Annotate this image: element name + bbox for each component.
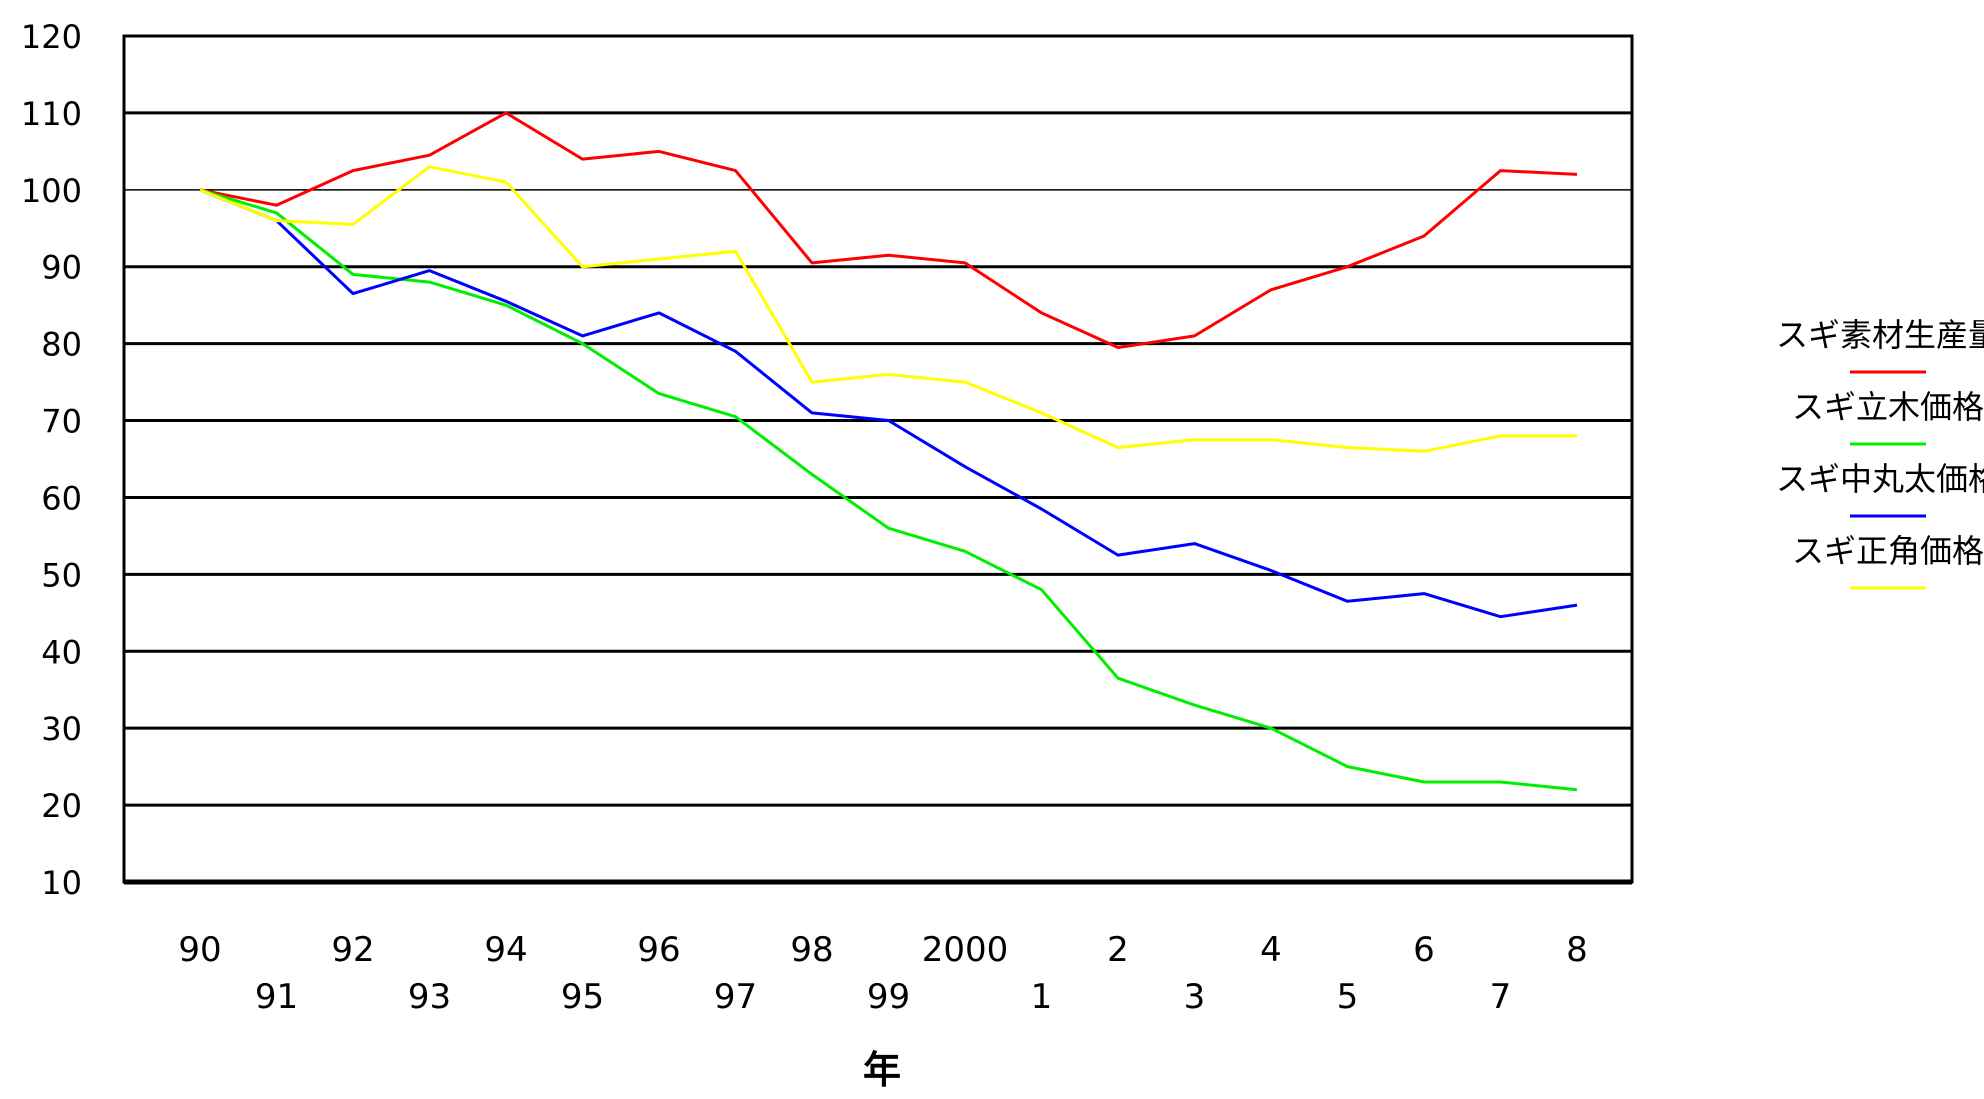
x-tick-label: 97 <box>714 977 757 1017</box>
y-tick-label: 10 <box>41 864 82 902</box>
x-tick-label: 8 <box>1566 930 1588 970</box>
x-tick-label: 95 <box>561 977 604 1017</box>
x-tick-label: 90 <box>178 930 221 970</box>
x-tick-label: 99 <box>867 977 910 1017</box>
x-axis-title: 年 <box>863 1048 901 1092</box>
x-tick-label: 91 <box>255 977 298 1017</box>
x-tick-label: 2000 <box>922 930 1009 970</box>
y-tick-label: 20 <box>41 787 82 825</box>
x-tick-label: 3 <box>1184 977 1206 1017</box>
x-tick-label: 1 <box>1031 977 1053 1017</box>
series-line-0 <box>199 111 1578 349</box>
gridlines <box>124 111 1632 807</box>
y-tick-label: 40 <box>41 633 82 671</box>
x-tick-label: 94 <box>484 930 527 970</box>
series-line-3 <box>199 165 1577 453</box>
legend-label: スギ立木価格 <box>1792 388 1984 426</box>
y-tick-label: 120 <box>21 18 82 56</box>
y-tick-label: 80 <box>41 326 82 364</box>
legend-label: スギ中丸太価格 <box>1776 460 1984 498</box>
y-tick-label: 30 <box>41 710 82 748</box>
series-line-1 <box>199 188 1578 792</box>
x-tick-label: 4 <box>1260 930 1282 970</box>
x-tick-label: 2 <box>1107 930 1129 970</box>
x-tick-label: 5 <box>1337 977 1359 1017</box>
y-tick-label: 90 <box>41 249 82 287</box>
x-axis-ticks: 90 91 92 93 94 95 96 97 98 99 2000 1 2 3 4 5 6 7 8 <box>178 930 1587 1017</box>
x-tick-label: 7 <box>1490 977 1512 1017</box>
x-tick-label: 96 <box>637 930 680 970</box>
legend-label: スギ正角価格 <box>1792 532 1984 570</box>
x-tick-label: 6 <box>1413 930 1435 970</box>
y-tick-label: 100 <box>21 172 82 210</box>
x-tick-label: 92 <box>331 930 374 970</box>
series-lines <box>199 111 1578 792</box>
x-tick-label: 98 <box>790 930 833 970</box>
legend-label: スギ素材生産量 <box>1776 316 1984 354</box>
y-tick-label: 110 <box>21 95 82 133</box>
y-tick-label: 50 <box>41 556 82 594</box>
x-tick-label: 93 <box>408 977 451 1017</box>
plot-area-frame <box>122 34 1634 884</box>
y-tick-label: 70 <box>41 403 82 441</box>
y-tick-label: 60 <box>41 479 82 517</box>
y-axis-ticks: 10 20 30 40 50 60 70 80 90 100 110 120 <box>21 18 82 902</box>
series-line-2 <box>199 188 1578 619</box>
